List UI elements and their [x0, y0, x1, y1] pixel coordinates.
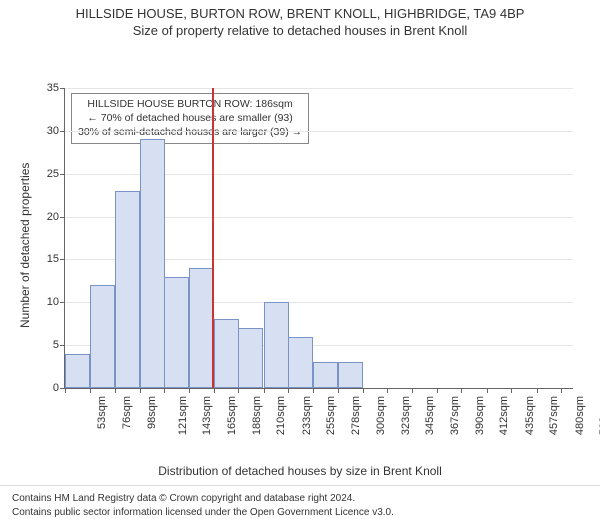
xtick-mark — [189, 388, 190, 393]
histogram-bar — [140, 139, 165, 388]
xtick-label: 345sqm — [425, 396, 437, 435]
grid-line — [65, 131, 573, 132]
xtick-mark — [537, 388, 538, 393]
y-axis-label: Number of detached properties — [18, 163, 32, 328]
footer-line1: Contains HM Land Registry data © Crown c… — [12, 492, 588, 506]
xtick-mark — [90, 388, 91, 393]
ytick-label: 15 — [47, 253, 59, 265]
annotation-line: ← 70% of detached houses are smaller (93… — [78, 111, 302, 125]
reference-line — [212, 88, 214, 388]
xtick-label: 300sqm — [375, 396, 387, 435]
histogram-bar — [288, 337, 313, 388]
ytick-mark — [60, 302, 65, 303]
xtick-mark — [214, 388, 215, 393]
xtick-label: 76sqm — [121, 396, 133, 429]
histogram-bar — [115, 191, 140, 388]
ytick-label: 20 — [47, 211, 59, 223]
xtick-mark — [238, 388, 239, 393]
title-block: HILLSIDE HOUSE, BURTON ROW, BRENT KNOLL,… — [0, 0, 600, 38]
xtick-label: 165sqm — [226, 396, 238, 435]
histogram-bar — [238, 328, 263, 388]
xtick-label: 323sqm — [400, 396, 412, 435]
xtick-label: 53sqm — [96, 396, 108, 429]
ytick-label: 0 — [53, 382, 59, 394]
xtick-mark — [164, 388, 165, 393]
annotation-box: HILLSIDE HOUSE BURTON ROW: 186sqm← 70% o… — [71, 93, 309, 144]
xtick-label: 435sqm — [524, 396, 536, 435]
xtick-mark — [115, 388, 116, 393]
footer-line2: Contains public sector information licen… — [12, 506, 588, 519]
xtick-mark — [288, 388, 289, 393]
histogram-bar — [338, 362, 363, 388]
xtick-mark — [561, 388, 562, 393]
xtick-mark — [65, 388, 66, 393]
xtick-label: 278sqm — [351, 396, 363, 435]
xtick-label: 143sqm — [202, 396, 214, 435]
histogram-bar — [90, 285, 115, 388]
histogram-bar — [214, 319, 239, 388]
xtick-mark — [412, 388, 413, 393]
ytick-label: 5 — [53, 339, 59, 351]
title-line2: Size of property relative to detached ho… — [0, 23, 600, 38]
xtick-mark — [264, 388, 265, 393]
xtick-label: 98sqm — [146, 396, 158, 429]
ytick-label: 30 — [47, 125, 59, 137]
footer: Contains HM Land Registry data © Crown c… — [0, 485, 600, 519]
histogram-bar — [189, 268, 214, 388]
ytick-label: 25 — [47, 168, 59, 180]
xtick-mark — [487, 388, 488, 393]
ytick-mark — [60, 259, 65, 260]
xtick-mark — [461, 388, 462, 393]
xtick-label: 412sqm — [499, 396, 511, 435]
histogram-bar — [264, 302, 289, 388]
ytick-mark — [60, 345, 65, 346]
xtick-label: 367sqm — [449, 396, 461, 435]
xtick-label: 233sqm — [301, 396, 313, 435]
xtick-mark — [363, 388, 364, 393]
annotation-line: 30% of semi-detached houses are larger (… — [78, 125, 302, 139]
chart-area: Number of detached properties HILLSIDE H… — [0, 38, 600, 468]
xtick-mark — [338, 388, 339, 393]
ytick-label: 35 — [47, 82, 59, 94]
xtick-label: 210sqm — [276, 396, 288, 435]
xtick-label: 188sqm — [251, 396, 263, 435]
annotation-line: HILLSIDE HOUSE BURTON ROW: 186sqm — [78, 97, 302, 111]
title-line1: HILLSIDE HOUSE, BURTON ROW, BRENT KNOLL,… — [0, 6, 600, 21]
xtick-label: 255sqm — [325, 396, 337, 435]
ytick-mark — [60, 88, 65, 89]
xtick-mark — [511, 388, 512, 393]
xtick-mark — [437, 388, 438, 393]
histogram-bar — [65, 354, 90, 388]
grid-line — [65, 88, 573, 89]
ytick-mark — [60, 174, 65, 175]
xtick-mark — [387, 388, 388, 393]
xtick-label: 390sqm — [474, 396, 486, 435]
ytick-mark — [60, 217, 65, 218]
xtick-mark — [140, 388, 141, 393]
xtick-label: 480sqm — [574, 396, 586, 435]
xtick-label: 457sqm — [548, 396, 560, 435]
ytick-label: 10 — [47, 296, 59, 308]
xtick-label: 121sqm — [177, 396, 189, 435]
histogram-bar — [313, 362, 338, 388]
histogram-bar — [164, 277, 189, 388]
plot-region: HILLSIDE HOUSE BURTON ROW: 186sqm← 70% o… — [64, 88, 573, 389]
ytick-mark — [60, 131, 65, 132]
xtick-mark — [313, 388, 314, 393]
